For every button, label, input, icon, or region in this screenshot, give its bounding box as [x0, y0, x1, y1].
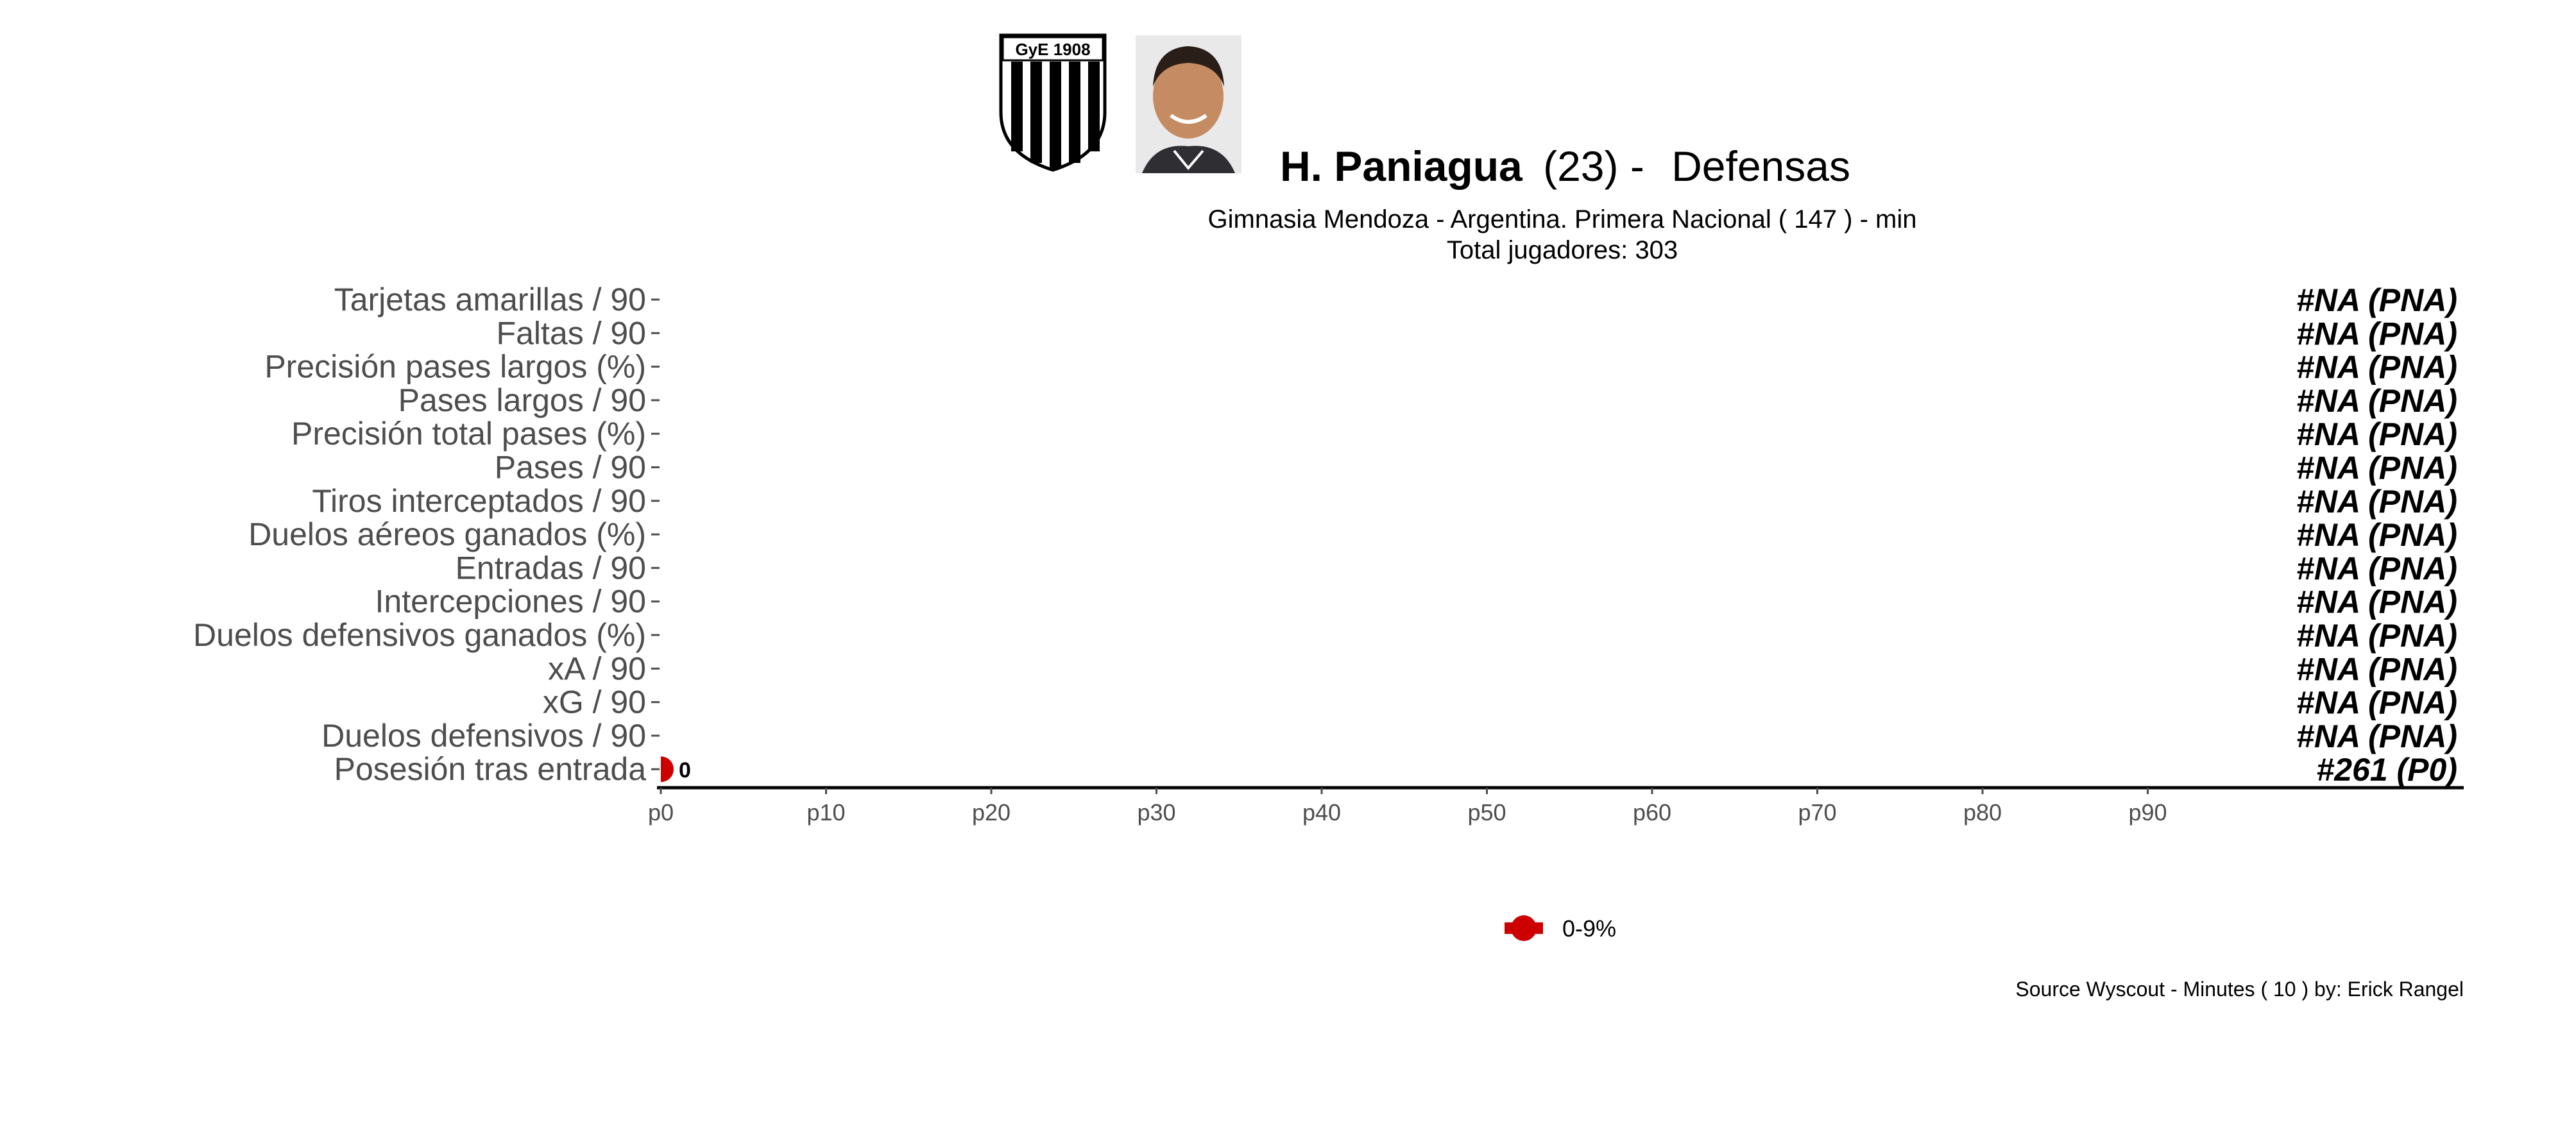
- x-tick-label: p90: [2128, 799, 2167, 826]
- chart-title: H. Paniagua (23) - Defensas: [1280, 142, 1850, 190]
- lollipop-point: [661, 756, 674, 783]
- category-label: Pases largos / 90: [398, 382, 646, 418]
- rank-label: #NA (PNA): [2296, 618, 2457, 654]
- x-tick-label: p70: [1798, 799, 1836, 826]
- category-label: Faltas / 90: [497, 315, 646, 351]
- category-label: Pases / 90: [495, 450, 646, 486]
- category-label: xG / 90: [543, 684, 646, 720]
- category-label: Duelos aéreos ganados (%): [248, 516, 646, 552]
- badge-text: GyE 1908: [1015, 40, 1090, 59]
- rank-label: #NA (PNA): [2296, 517, 2457, 553]
- rank-label: #NA (PNA): [2296, 584, 2457, 620]
- club-badge: GyE 1908: [999, 33, 1107, 172]
- category-label: Entradas / 90: [456, 550, 646, 586]
- player-age: (23) -: [1543, 142, 1644, 190]
- x-tick-label: p20: [972, 799, 1011, 826]
- legend-label: 0-9%: [1562, 915, 1616, 942]
- category-label: Tiros interceptados / 90: [312, 483, 646, 519]
- x-tick-label: p60: [1633, 799, 1671, 826]
- x-tick-label: p10: [806, 799, 845, 826]
- rank-label: #NA (PNA): [2296, 416, 2457, 452]
- category-label: Tarjetas amarillas / 90: [334, 282, 646, 318]
- total-players: Total jugadores: 303: [1447, 236, 1678, 264]
- rank-label: #261 (P0): [2316, 752, 2457, 788]
- rank-label: #NA (PNA): [2296, 550, 2457, 586]
- player-photo: [1136, 35, 1241, 173]
- category-label: xA / 90: [548, 650, 646, 686]
- value-label: 0: [679, 758, 691, 783]
- source-caption: Source Wyscout - Minutes ( 10 ) by: Eric…: [2015, 978, 2464, 1001]
- rank-label: #NA (PNA): [2296, 350, 2457, 386]
- category-label: Duelos defensivos / 90: [321, 718, 646, 754]
- rank-label: #NA (PNA): [2296, 282, 2457, 318]
- category-label: Intercepciones / 90: [375, 584, 647, 620]
- legend: 0-9%: [1505, 915, 1616, 942]
- rank-label: #NA (PNA): [2296, 450, 2457, 486]
- player-position: Defensas: [1671, 142, 1850, 190]
- x-tick-label: p30: [1137, 799, 1175, 826]
- rank-label: #NA (PNA): [2296, 685, 2457, 721]
- x-tick-label: p80: [1963, 799, 2002, 826]
- rank-label: #NA (PNA): [2296, 383, 2457, 419]
- lollipop-group: [661, 756, 674, 783]
- subtitle: Gimnasia Mendoza - Argentina. Primera Na…: [1208, 205, 1917, 233]
- rank-label: #NA (PNA): [2296, 484, 2457, 520]
- player-name: H. Paniagua: [1280, 142, 1523, 190]
- category-label: Duelos defensivos ganados (%): [193, 617, 646, 653]
- legend-marker: [1511, 915, 1537, 941]
- rank-label: #NA (PNA): [2296, 718, 2457, 754]
- x-tick-label: p0: [648, 799, 674, 826]
- category-label: Posesión tras entrada: [334, 751, 647, 787]
- data-points: 0: [661, 756, 691, 783]
- category-label: Precisión pases largos (%): [264, 349, 646, 385]
- x-tick-label: p50: [1467, 799, 1506, 826]
- category-label: Precisión total pases (%): [291, 416, 646, 452]
- rank-label: #NA (PNA): [2296, 651, 2457, 687]
- rank-labels: #NA (PNA)#NA (PNA)#NA (PNA)#NA (PNA)#NA …: [2296, 282, 2457, 788]
- rank-label: #NA (PNA): [2296, 316, 2457, 352]
- x-axis: p0 p10 p20 p30 p40 p50 p60 p70 p80 p90: [648, 786, 2464, 826]
- x-tick-label: p40: [1302, 799, 1341, 826]
